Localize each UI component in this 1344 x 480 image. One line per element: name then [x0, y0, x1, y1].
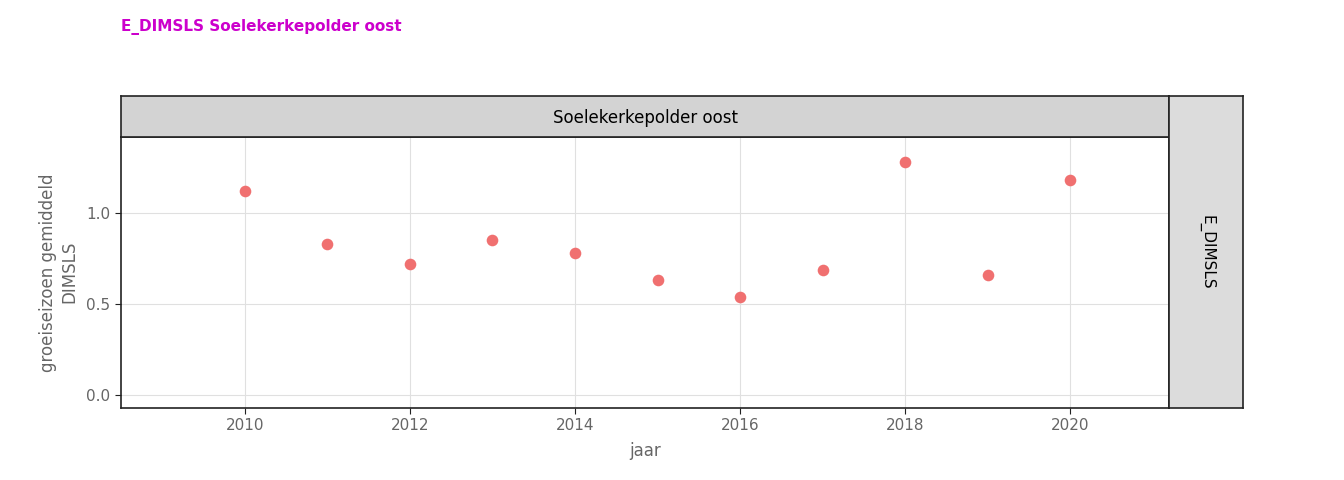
Point [1059, 177, 1081, 184]
Point [977, 271, 999, 279]
Text: E_DIMSLS: E_DIMSLS [1198, 215, 1215, 289]
X-axis label: jaar: jaar [629, 442, 661, 460]
Point [730, 293, 751, 300]
Point [481, 237, 503, 244]
Point [234, 187, 255, 195]
Point [564, 249, 586, 257]
Y-axis label: groeiseizoen gemiddeld
DIMSLS: groeiseizoen gemiddeld DIMSLS [39, 173, 78, 372]
Point [399, 260, 421, 268]
Text: Soelekerkepolder oost: Soelekerkepolder oost [552, 109, 738, 127]
Point [317, 240, 339, 248]
Point [646, 276, 668, 284]
Point [812, 266, 833, 274]
Text: E_DIMSLS Soelekerkepolder oost: E_DIMSLS Soelekerkepolder oost [121, 19, 402, 35]
Point [894, 158, 915, 166]
